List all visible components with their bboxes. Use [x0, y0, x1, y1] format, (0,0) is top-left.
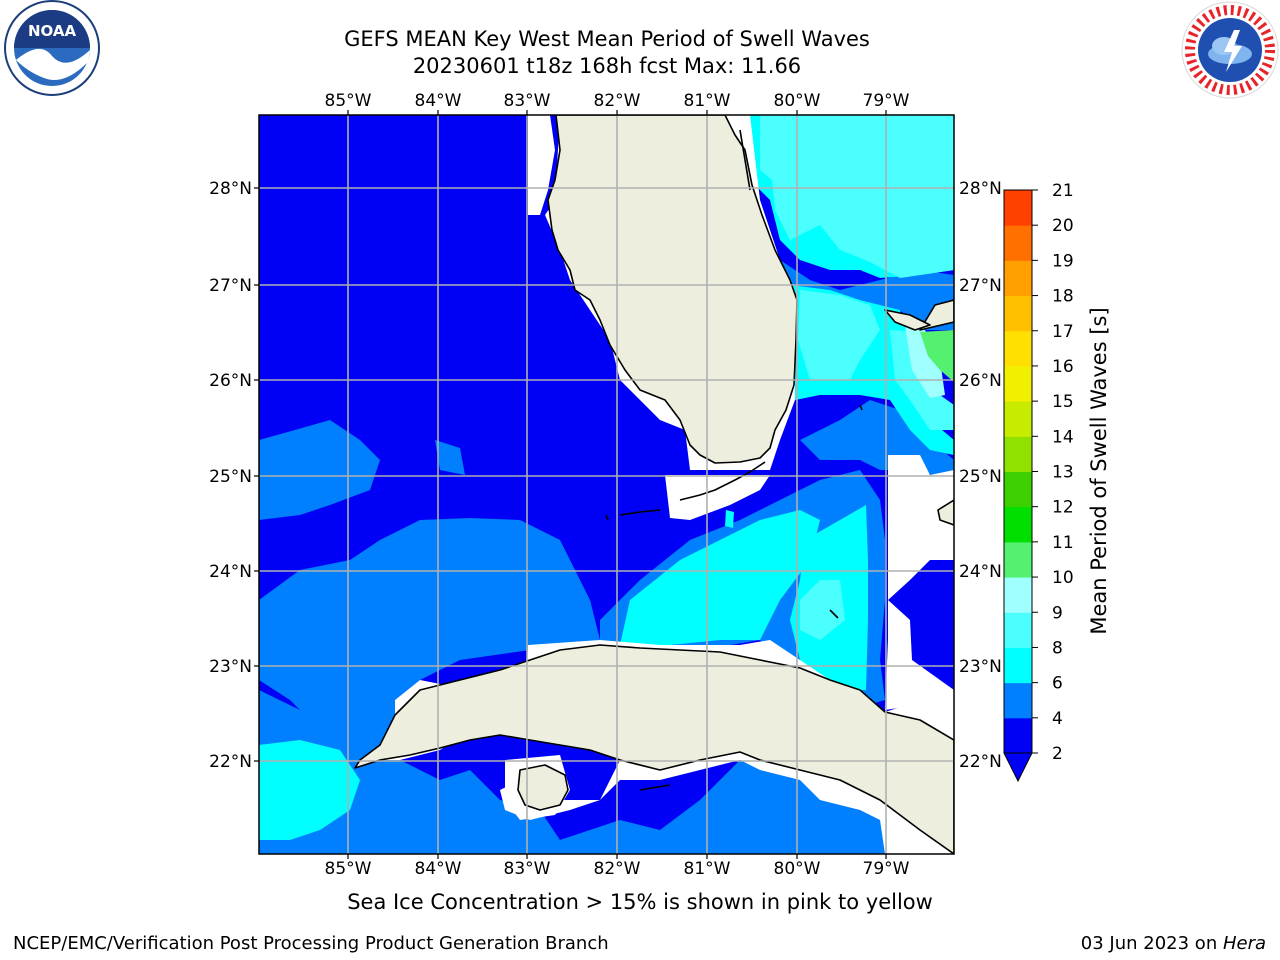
lat-label: 26°N [959, 371, 1002, 391]
lat-label: 25°N [209, 467, 252, 487]
colorbar-swatch [1004, 471, 1032, 508]
colorbar-tick-label: 20 [1052, 216, 1074, 236]
colorbar-swatch [1004, 717, 1032, 754]
lat-label: 23°N [959, 657, 1002, 677]
lon-label: 80°W [774, 91, 821, 111]
lon-labels-bottom: 85°W 84°W 83°W 82°W 81°W 80°W 79°W [325, 859, 910, 879]
svg-text:NOAA: NOAA [28, 22, 77, 40]
colorbar-tick-label: 13 [1052, 463, 1074, 483]
colorbar-swatch [1004, 506, 1032, 543]
land-areas [354, 115, 954, 854]
nws-logo [1180, 0, 1280, 104]
lat-label: 27°N [209, 276, 252, 296]
colorbar-tick-label: 14 [1052, 427, 1074, 447]
colorbar-tick-label: 6 [1052, 674, 1063, 694]
footer-date-text: 03 Jun 2023 on [1080, 933, 1223, 954]
lon-labels-top: 85°W 84°W 83°W 82°W 81°W 80°W 79°W [325, 91, 910, 111]
colorbar-swatch [1004, 612, 1032, 648]
lat-labels-right: 28°N 27°N 26°N 25°N 24°N 23°N 22°N [959, 179, 1002, 772]
colorbar-swatch [1004, 295, 1032, 332]
lon-label: 81°W [684, 859, 731, 879]
colorbar-swatch [1004, 541, 1032, 578]
isla-juventud-land [517, 764, 569, 811]
colorbar-swatch [1004, 577, 1032, 613]
colorbar-swatch [1004, 682, 1032, 719]
colorbar-swatch [1004, 330, 1032, 367]
colorbar-swatch [1004, 225, 1032, 261]
lat-labels-left: 28°N 27°N 26°N 25°N 24°N 23°N 22°N [209, 179, 252, 772]
lat-label: 22°N [209, 752, 252, 772]
map-plot-area [259, 115, 954, 854]
lon-label: 82°W [594, 91, 641, 111]
lon-label: 80°W [774, 859, 821, 879]
colorbar-tick-label: 18 [1052, 287, 1074, 307]
colorbar-tick-label: 10 [1052, 568, 1074, 588]
lon-label: 81°W [684, 91, 731, 111]
bahamas-andros-land [919, 299, 954, 331]
colorbar-tick-label: 16 [1052, 357, 1074, 377]
colorbar-tick-label: 17 [1052, 322, 1074, 342]
tick-marks [254, 110, 887, 859]
lat-label: 28°N [959, 179, 1002, 199]
bahamas-grand-land [884, 309, 931, 331]
footer-credit: NCEP/EMC/Verification Post Processing Pr… [13, 933, 609, 954]
colorbar-tick-label: 4 [1052, 709, 1063, 729]
lon-label: 79°W [863, 91, 910, 111]
lon-label: 79°W [863, 859, 910, 879]
map-frame [258, 114, 955, 855]
map-title: GEFS MEAN Key West Mean Period of Swell … [344, 27, 870, 51]
lon-label: 84°W [415, 859, 462, 879]
colorbar-swatch [1004, 365, 1032, 402]
lat-label: 28°N [209, 179, 252, 199]
colorbar-tick-label: 12 [1052, 498, 1074, 518]
swell-period-10-11 [920, 330, 954, 382]
sea-ice-note: Sea Ice Concentration > 15% is shown in … [347, 890, 933, 914]
colorbar-extend-arrow [1003, 752, 1033, 783]
lat-label: 26°N [209, 371, 252, 391]
lon-label: 83°W [504, 859, 551, 879]
colorbar-swatch [1004, 401, 1032, 437]
colorbar-tick-label: 11 [1052, 533, 1074, 553]
map-subtitle: 20230601 t18z 168h fcst Max: 11.66 [412, 54, 802, 78]
swell-period-8-9 [760, 115, 954, 640]
colorbar: 2 4 6 8 9 10 11 12 13 14 15 16 17 18 19 20 21 [1003, 181, 1074, 783]
cuba-land [354, 644, 954, 854]
lat-label: 24°N [209, 562, 252, 582]
lon-label: 85°W [325, 859, 372, 879]
colorbar-tick-label: 8 [1052, 638, 1063, 658]
lat-label: 23°N [209, 657, 252, 677]
noaa-logo: NOAA [0, 0, 104, 104]
lat-label: 24°N [959, 562, 1002, 582]
lon-label: 85°W [325, 91, 372, 111]
lon-label: 84°W [415, 91, 462, 111]
colorbar-label: Mean Period of Swell Waves [s] [1087, 307, 1111, 634]
lat-label: 25°N [959, 467, 1002, 487]
florida-keys [605, 129, 863, 791]
footer-date: 03 Jun 2023 on Hera [1081, 933, 1266, 954]
lon-label: 82°W [594, 859, 641, 879]
colorbar-tick-label: 9 [1052, 603, 1063, 623]
colorbar-tick-label: 2 [1052, 744, 1063, 764]
bahamas-south-land [937, 499, 954, 526]
colorbar-swatch [1004, 190, 1032, 226]
graticule [259, 115, 954, 854]
colorbar-tick-label: 15 [1052, 392, 1074, 412]
colorbar-swatch [1004, 260, 1032, 297]
colorbar-tick-label: 19 [1052, 251, 1074, 271]
lat-label: 27°N [959, 276, 1002, 296]
lat-label: 22°N [959, 752, 1002, 772]
colorbar-swatch [1004, 436, 1032, 472]
footer-machine: Hera [1222, 933, 1266, 954]
lon-label: 83°W [504, 91, 551, 111]
colorbar-swatch [1004, 647, 1032, 684]
colorbar-tick-label: 21 [1052, 181, 1074, 201]
